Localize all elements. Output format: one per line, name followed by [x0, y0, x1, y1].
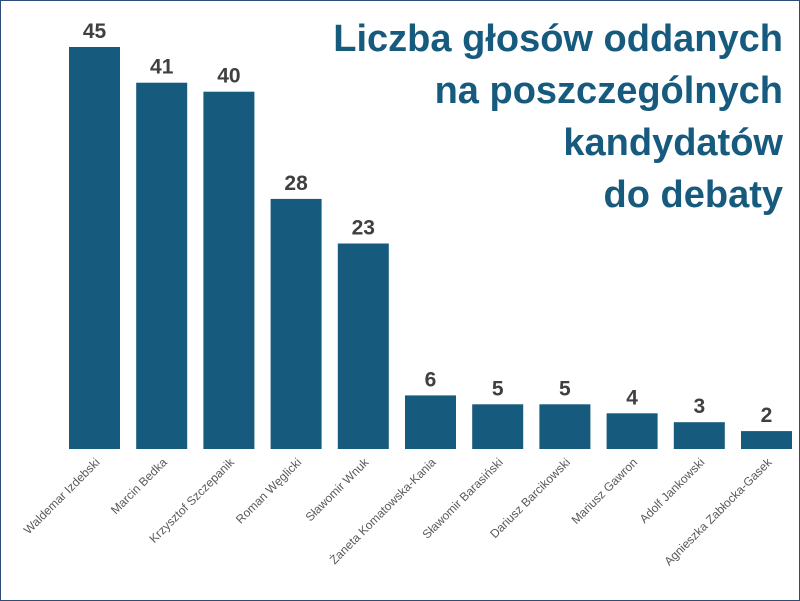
- category-label-5: Sławomir Wnuk: [303, 455, 373, 525]
- data-label-1: 45: [83, 20, 107, 43]
- bar-2: [136, 82, 188, 449]
- category-label-10: Adolf Jankowski: [637, 455, 708, 526]
- chart-title: Liczba głosów oddanych na poszczególnych…: [263, 13, 783, 221]
- bar-3: [203, 91, 255, 449]
- data-label-2: 41: [150, 56, 174, 79]
- bar-11: [741, 431, 792, 449]
- data-label-4: 28: [284, 172, 308, 195]
- data-label-7: 5: [492, 377, 504, 400]
- chart-title-line-1: Liczba głosów oddanych: [333, 18, 783, 60]
- data-label-5: 23: [352, 217, 375, 240]
- data-label-3: 40: [217, 65, 240, 88]
- bar-6: [405, 395, 456, 449]
- data-label-6: 6: [425, 368, 437, 391]
- category-label-9: Mariusz Gawron: [569, 455, 641, 527]
- category-label-4: Roman Węglicki: [233, 455, 304, 526]
- category-label-2: Marcin Bedka: [108, 455, 170, 517]
- bar-8: [539, 404, 591, 449]
- chart-title-line-3: kandydatów: [563, 122, 783, 164]
- data-label-10: 3: [693, 395, 705, 418]
- data-label-11: 2: [761, 404, 773, 427]
- bar-1: [69, 47, 120, 449]
- category-label-1: Waldemar Izdebski: [21, 455, 103, 537]
- data-label-8: 5: [559, 377, 571, 400]
- bar-4: [270, 198, 322, 449]
- chart-title-line-4: do debaty: [603, 174, 783, 216]
- bar-7: [472, 404, 524, 449]
- bar-10: [673, 422, 725, 449]
- category-label-11: Agnieszka Zabłocka-Gasek: [661, 455, 775, 569]
- bar-9: [606, 413, 658, 449]
- chart-title-line-2: na poszczególnych: [434, 70, 783, 112]
- bar-5: [337, 243, 389, 449]
- data-label-9: 4: [626, 386, 638, 409]
